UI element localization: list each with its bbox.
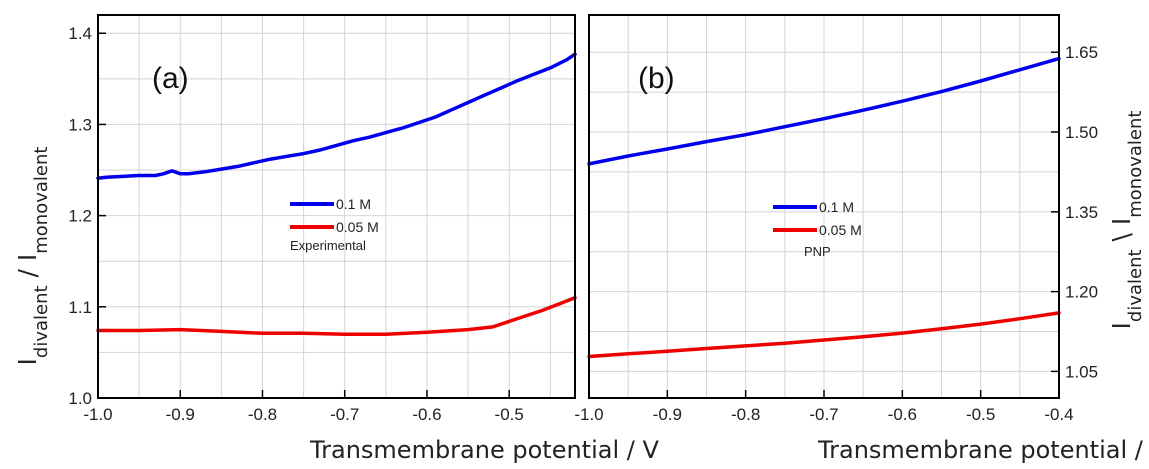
y-tick-label: 1.3 xyxy=(68,115,92,134)
y-axis-title-sub1: divalent xyxy=(1125,249,1146,322)
y-tick-label: 1.4 xyxy=(68,24,92,43)
x-tick-label: -0.8 xyxy=(731,405,760,424)
y-tick-label: 1.50 xyxy=(1065,123,1098,142)
panel-label: (b) xyxy=(638,62,675,95)
y-axis-title-main: I xyxy=(1107,322,1136,329)
x-tick-label: -1.0 xyxy=(83,405,112,424)
x-tick-label: -0.6 xyxy=(888,405,917,424)
x-tick-label: -0.7 xyxy=(330,405,359,424)
series-line-0.1M xyxy=(587,56,1061,166)
panel-label: (a) xyxy=(152,62,189,95)
y-tick-label: 1.2 xyxy=(68,207,92,226)
y-axis-title-sub2: monovalent xyxy=(31,147,52,254)
x-axis-title: Transmembrane potential / V xyxy=(309,436,659,464)
panel-a-series xyxy=(96,52,577,336)
x-tick-label: -0.5 xyxy=(966,405,995,424)
x-tick-label: -0.9 xyxy=(166,405,195,424)
x-tick-label: -0.8 xyxy=(248,405,277,424)
panel-a-grid xyxy=(98,15,575,398)
panel-a: -1.0 -0.9 -0.8 -0.7 -0.6 -0.51.01.11.21.31.4 … xyxy=(68,14,659,464)
legend-label-0.05M: 0.05 M xyxy=(336,219,379,235)
x-tick-label: -0.6 xyxy=(412,405,441,424)
x-tick-label: -0.5 xyxy=(495,405,524,424)
panel-a-legend: 0.1 M 0.05 M Experimental xyxy=(290,196,379,253)
panel-a-frame xyxy=(97,14,576,399)
legend-label-0.05M: 0.05 M xyxy=(819,222,862,238)
panel-b: -1.0 -0.9 -0.8 -0.7 -0.6 -0.5 -0.4 1.05 1.20 1.35… xyxy=(574,14,1149,464)
legend-label-0.1M: 0.1 M xyxy=(819,199,854,215)
panel-b-series xyxy=(587,56,1061,359)
y-axis-title-sep: / I xyxy=(13,254,42,286)
panel-b-ticks: -1.0 -0.9 -0.8 -0.7 -0.6 -0.5 -0.4 1.05 1.20 1.35… xyxy=(574,43,1098,424)
y-axis-title-sep: \ I xyxy=(1107,218,1136,250)
x-tick-label: -0.7 xyxy=(809,405,838,424)
y-axis-title-left: Idivalent / Imonovalent xyxy=(13,147,52,366)
y-tick-label: 1.35 xyxy=(1065,203,1098,222)
x-axis-title: Transmembrane potential / V xyxy=(817,436,1149,464)
x-tick-label: -0.9 xyxy=(653,405,682,424)
y-tick-label: 1.1 xyxy=(68,298,92,317)
legend-note: PNP xyxy=(804,244,831,259)
y-tick-label: 1.05 xyxy=(1065,362,1098,381)
y-tick-label: 1.65 xyxy=(1065,43,1098,62)
y-axis-title-right: Idivalent \ Imonovalent xyxy=(1107,111,1146,330)
y-tick-label: 1.20 xyxy=(1065,283,1098,302)
legend-label-0.1M: 0.1 M xyxy=(336,196,371,212)
legend-note: Experimental xyxy=(290,238,366,253)
panel-b-legend: 0.1 M 0.05 M PNP xyxy=(773,199,862,259)
x-tick-label: -1.0 xyxy=(574,405,603,424)
series-line-0.05M xyxy=(96,295,577,336)
y-tick-label: 1.0 xyxy=(68,389,92,408)
panel-a-ticks: -1.0 -0.9 -0.8 -0.7 -0.6 -0.5 1.0 1.1 1.2 1.3 1.4 xyxy=(68,24,523,424)
y-axis-title-sub1: divalent xyxy=(31,285,52,358)
y-axis-title-sub2: monovalent xyxy=(1125,111,1146,218)
series-line-0.1M xyxy=(96,52,577,180)
series-line-0.05M xyxy=(587,311,1061,359)
x-tick-label: -0.4 xyxy=(1044,405,1073,424)
panel-b-grid xyxy=(589,15,1059,398)
y-axis-title-main: I xyxy=(13,358,42,365)
